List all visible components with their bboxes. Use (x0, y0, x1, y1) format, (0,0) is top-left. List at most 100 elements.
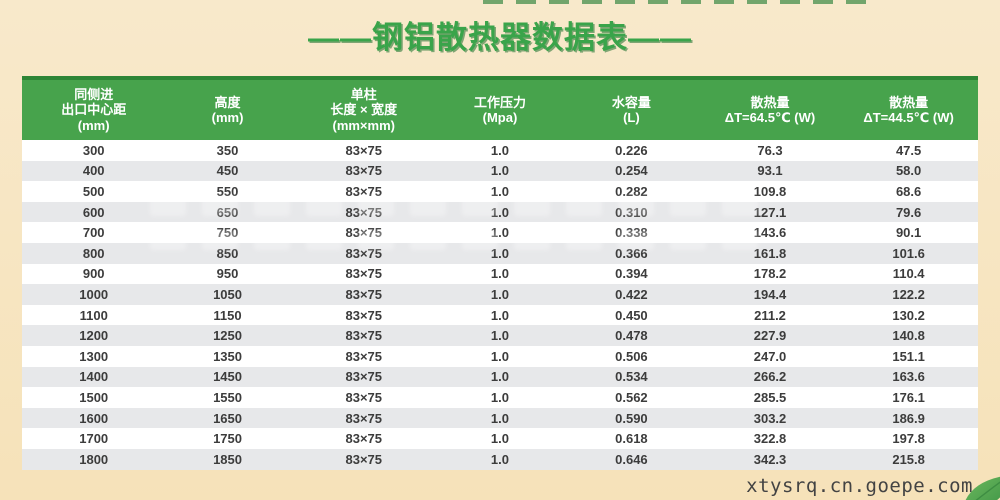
table-cell: 1.0 (490, 431, 509, 447)
table-row: 1300 1350 83×75 1.0 0.506 247.0 151.1 (22, 345, 978, 367)
table-cell: 83×75 (345, 369, 382, 385)
table-cell: 0.562 (615, 389, 648, 405)
table-cell: 0.534 (615, 369, 648, 385)
table-cell: 140.8 (892, 328, 925, 344)
table-row: 300 350 83×75 1.0 0.226 76.3 47.5 (22, 140, 978, 161)
table-cell: 79.6 (895, 204, 922, 220)
table-cell: 83×75 (345, 286, 382, 302)
column-header: 高度 (mm) (211, 94, 244, 126)
table-cell: 186.9 (892, 410, 925, 426)
table-cell: 83×75 (345, 307, 382, 323)
table-row: 1100 1150 83×75 1.0 0.450 211.2 130.2 (22, 304, 978, 326)
table-cell: 342.3 (753, 451, 787, 467)
table-cell: 1800 (79, 451, 109, 467)
table-row: 800 850 83×75 1.0 0.366 161.8 101.6 (22, 242, 978, 264)
table-row: 500 550 83×75 1.0 0.282 109.8 68.6 (22, 181, 978, 202)
site-watermark-url: xtysrq.cn.goepe.com (746, 475, 973, 497)
table-cell: 700 (82, 225, 105, 241)
table-row: 900 950 83×75 1.0 0.394 178.2 110.4 (22, 263, 978, 285)
table-cell: 550 (216, 183, 239, 199)
table-cell: 0.618 (615, 431, 648, 447)
table-cell: 350 (216, 142, 239, 158)
column-header: 单柱 长度 × 宽度 (mm×mm) (330, 86, 398, 133)
table-cell: 227.9 (753, 328, 787, 344)
table-cell: 1400 (79, 369, 109, 385)
table-cell: 800 (82, 245, 105, 261)
table-cell: 176.1 (892, 389, 925, 405)
table-cell: 83×75 (345, 328, 382, 344)
table-cell: 83×75 (345, 266, 382, 282)
table-cell: 1.0 (490, 204, 509, 220)
table-cell: 127.1 (753, 204, 787, 220)
table-cell: 1250 (213, 328, 242, 344)
table-cell: 1700 (79, 431, 109, 447)
table-cell: 0.394 (615, 266, 648, 282)
table-cell: 90.1 (895, 225, 922, 241)
table-cell: 178.2 (753, 266, 787, 282)
table-row: 1000 1050 83×75 1.0 0.422 194.4 122.2 (22, 284, 978, 305)
table-cell: 1.0 (490, 245, 509, 261)
table-cell: 1.0 (490, 225, 509, 241)
table-cell: 1.0 (490, 410, 509, 426)
table-cell: 110.4 (892, 266, 925, 282)
table-cell: 300 (82, 142, 105, 158)
table-row: 1500 1550 83×75 1.0 0.562 285.5 176.1 (22, 387, 978, 408)
table-cell: 68.6 (895, 183, 922, 199)
table-cell: 247.0 (753, 348, 787, 364)
table-cell: 1300 (79, 348, 109, 364)
table-cell: 600 (82, 204, 105, 220)
table-cell: 750 (216, 225, 239, 241)
table-cell: 83×75 (345, 389, 382, 405)
table-cell: 850 (216, 245, 239, 261)
table-row: 700 750 83×75 1.0 0.338 143.6 90.1 (22, 222, 978, 243)
table-cell: 83×75 (345, 348, 382, 364)
table-cell: 143.6 (753, 225, 787, 241)
table-cell: 650 (216, 204, 239, 220)
table-cell: 1350 (213, 348, 242, 364)
table-cell: 0.282 (615, 183, 648, 199)
page-title: ——钢铝散热器数据表—— (308, 20, 692, 55)
table-cell: 1000 (79, 286, 109, 302)
table-cell: 122.2 (892, 286, 925, 302)
table-cell: 1850 (213, 451, 242, 467)
table-cell: 83×75 (345, 451, 382, 467)
table-cell: 1050 (213, 286, 242, 302)
table-cell: 58.0 (895, 163, 922, 179)
table-cell: 0.506 (615, 348, 648, 364)
table-cell: 83×75 (345, 142, 382, 158)
table-cell: 285.5 (753, 389, 787, 405)
table-cell: 83×75 (345, 225, 382, 241)
table-cell: 83×75 (345, 410, 382, 426)
column-header: 同侧进 出口中心距 (mm) (61, 86, 127, 133)
table-cell: 47.5 (895, 142, 922, 158)
table-cell: 1550 (213, 389, 242, 405)
table-cell: 215.8 (892, 451, 925, 467)
table-cell: 211.2 (754, 307, 786, 323)
table-cell: 0.338 (615, 225, 648, 241)
table-cell: 0.450 (615, 307, 648, 323)
table-cell: 266.2 (753, 369, 787, 385)
table-row: 1600 1650 83×75 1.0 0.590 303.2 186.9 (22, 407, 978, 429)
table-cell: 0.422 (615, 286, 648, 302)
table-row: 600 650 83×75 1.0 0.310 127.1 79.6 (22, 201, 978, 223)
table-cell: 1.0 (490, 183, 509, 199)
column-header: 散热量 ΔT=64.5℃ (W) (724, 94, 816, 126)
table-cell: 83×75 (345, 204, 382, 220)
table-cell: 322.8 (753, 431, 787, 447)
column-header: 水容量 (L) (611, 94, 651, 126)
table-cell: 1.0 (490, 286, 509, 302)
table-cell: 0.590 (615, 410, 648, 426)
table-cell: 109.8 (753, 183, 787, 199)
table-cell: 0.254 (615, 163, 648, 179)
table-cell: 1.0 (490, 328, 509, 344)
table-cell: 130.2 (892, 307, 925, 323)
table-cell: 83×75 (345, 163, 382, 179)
table-cell: 0.226 (615, 142, 648, 158)
table-cell: 0.478 (615, 328, 648, 344)
table-cell: 76.3 (757, 142, 783, 158)
table-cell: 1100 (79, 307, 108, 323)
table-cell: 1650 (213, 410, 242, 426)
table-cell: 1.0 (490, 307, 509, 323)
table-cell: 163.6 (892, 369, 925, 385)
table-cell: 1750 (213, 431, 242, 447)
